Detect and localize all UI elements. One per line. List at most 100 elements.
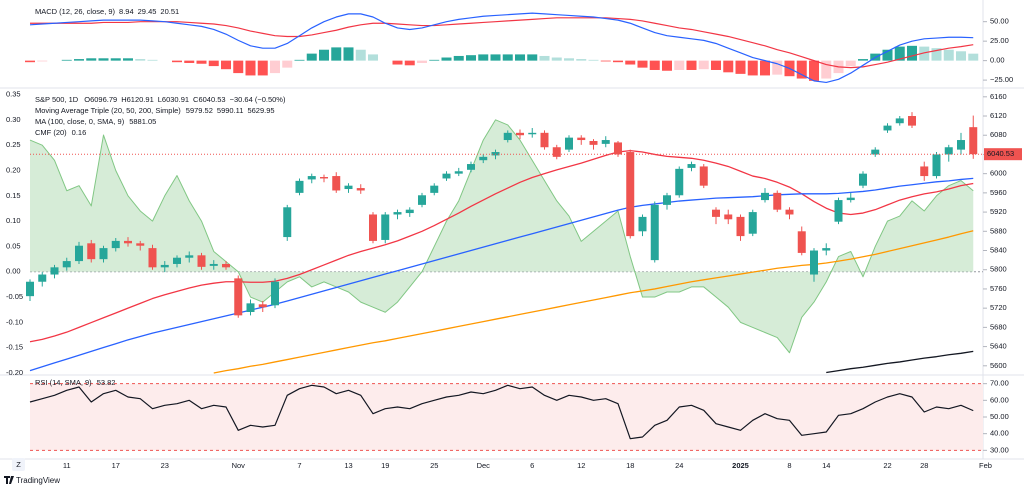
y-tick-label: 50.00 — [990, 17, 1009, 26]
macd-line — [29, 12, 974, 84]
zoom-button[interactable] — [12, 458, 25, 471]
histogram-bar — [551, 57, 562, 61]
histogram-bar — [319, 49, 329, 61]
x-tick-label: 28 — [920, 461, 928, 470]
legend-text: 8.94 — [119, 7, 134, 16]
histogram-bar — [233, 60, 244, 74]
histogram-bar — [637, 60, 648, 68]
y-tick-label: 6120 — [990, 111, 1007, 120]
histogram-bar — [404, 60, 415, 66]
candle-body — [895, 118, 904, 124]
candle-body — [479, 156, 488, 161]
histogram-bar — [931, 48, 942, 61]
histogram-bar — [907, 45, 917, 61]
cmf-tick-label: -0.20 — [6, 368, 23, 377]
histogram-bar — [453, 55, 464, 61]
legend-text: S&P 500, 1D — [35, 95, 79, 104]
histogram-bar — [245, 60, 256, 76]
candle-body — [761, 192, 769, 201]
candle-body — [552, 147, 561, 157]
candle-body — [846, 197, 855, 201]
x-tick-label: 22 — [883, 461, 891, 470]
legend-text: 0.16 — [72, 128, 87, 137]
x-tick-label: Dec — [477, 461, 491, 470]
candle-body — [503, 132, 512, 141]
x-tick-label: Nov — [232, 461, 246, 470]
legend-text: 29.45 — [138, 7, 157, 16]
cmf-tick-label: 0.00 — [6, 267, 21, 276]
brand-logo — [4, 476, 14, 484]
zoom-button-label[interactable]: Z — [16, 460, 21, 469]
price-tag — [984, 148, 1022, 161]
labels: 50.00 25.00 0.00 −25.00 MACD (12, 26, close,… — [6, 7, 1022, 470]
candle-body — [381, 214, 390, 240]
y-tick-label: 30.00 — [990, 445, 1009, 454]
histogram-bar — [490, 54, 501, 61]
candle-body — [516, 132, 524, 136]
y-tick-label: 6160 — [990, 92, 1007, 101]
cmf-tick-label: -0.05 — [6, 292, 23, 301]
histogram-bar — [956, 51, 966, 61]
histogram-bar — [613, 60, 623, 63]
histogram-bar — [747, 60, 758, 76]
cmf-tick-label: -0.10 — [6, 317, 23, 326]
candle-body — [393, 212, 402, 215]
histogram-bar — [760, 60, 770, 76]
y-tick-label: 5840 — [990, 245, 1007, 254]
histogram-bar — [576, 59, 587, 61]
candle-body — [356, 188, 365, 191]
histogram-bar — [735, 60, 746, 74]
candle-body — [124, 240, 132, 244]
candle-body — [246, 303, 255, 312]
y-tick-label: 5680 — [990, 322, 1007, 331]
candle-body — [75, 245, 83, 262]
candle-body — [650, 204, 659, 261]
y-tick-label: 5600 — [990, 361, 1007, 370]
candle-body — [222, 263, 230, 268]
candle-body — [736, 216, 745, 237]
histogram-bar — [588, 59, 599, 61]
y-tick-label: 5760 — [990, 284, 1007, 293]
candle-body — [528, 132, 537, 135]
histogram-bar — [257, 60, 268, 76]
legend-text: L — [158, 95, 162, 104]
histogram-bar — [943, 49, 954, 61]
candle-body — [944, 147, 953, 155]
histogram-bar — [221, 60, 231, 70]
candle-body — [320, 177, 328, 179]
candle-body — [577, 137, 586, 141]
histogram-bar — [331, 47, 342, 61]
candle-body — [307, 176, 316, 180]
candle-body — [38, 274, 47, 282]
x-tick-label: 24 — [675, 461, 683, 470]
x-tick-label: 17 — [112, 461, 120, 470]
histogram-bar — [343, 47, 354, 61]
x-tick-label: 19 — [381, 461, 389, 470]
histogram-bar — [796, 60, 807, 79]
histogram-bar — [61, 59, 72, 61]
legend-text: 6030.91 — [162, 95, 189, 104]
histogram-bar — [429, 59, 440, 61]
candle-body — [173, 257, 181, 264]
histogram-bar — [527, 54, 538, 61]
y-tick-label: −25.00 — [990, 75, 1013, 84]
legend-text: H — [121, 95, 126, 104]
cmf-tick-label: 0.30 — [6, 115, 21, 124]
y-tick-label: 25.00 — [990, 36, 1009, 45]
legend-text: −30.64 (−0.50%) — [230, 95, 286, 104]
histogram-bar — [147, 59, 158, 61]
y-tick-label: 5960 — [990, 188, 1007, 197]
candle-body — [369, 214, 377, 241]
candle-body — [283, 207, 292, 238]
histogram-bar — [282, 60, 293, 68]
histogram-bar — [502, 54, 513, 61]
candle-body — [638, 216, 647, 232]
cmf-tick-label: 0.25 — [6, 140, 21, 149]
legend-text: MACD (12, 26, close, 9) — [35, 7, 116, 16]
brand-name: TradingView — [16, 476, 60, 485]
histogram-bar — [441, 57, 452, 61]
y-tick-label: 40.00 — [990, 429, 1009, 438]
histogram-bar — [184, 60, 195, 63]
histogram-bar — [772, 60, 783, 75]
